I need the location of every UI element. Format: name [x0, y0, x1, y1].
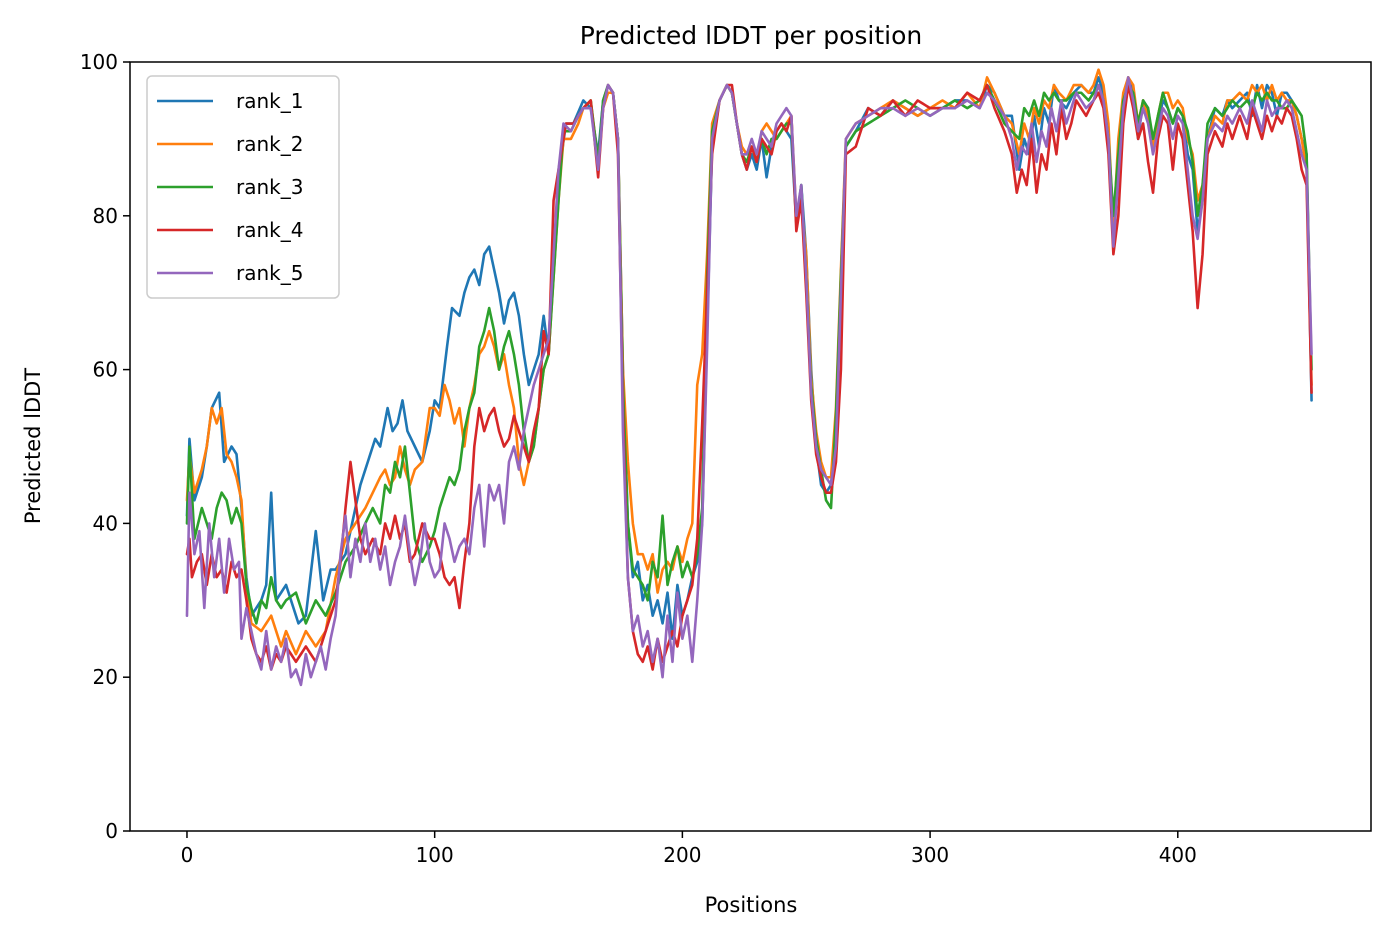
y-axis: 0 20 40 60 80 100: [80, 50, 130, 843]
y-axis-title: Predicted lDDT: [21, 368, 45, 524]
legend-label-rank-5: rank_5: [236, 261, 303, 285]
y-tick-label: 0: [105, 819, 118, 843]
x-tick-label: 300: [911, 843, 949, 867]
legend-label-rank-2: rank_2: [236, 132, 303, 156]
legend-label-rank-4: rank_4: [236, 218, 303, 242]
legend-label-rank-1: rank_1: [236, 89, 303, 113]
legend: rank_1 rank_2 rank_3 rank_4 rank_5: [146, 75, 340, 299]
series-layer: [185, 68, 1313, 687]
x-tick-label: 100: [416, 843, 454, 867]
x-tick-label: 400: [1159, 843, 1197, 867]
y-tick-label: 80: [93, 204, 118, 228]
y-tick-label: 100: [80, 50, 118, 74]
legend-box: [146, 75, 340, 299]
legend-label-rank-3: rank_3: [236, 175, 303, 199]
chart-title: Predicted lDDT per position: [580, 21, 922, 50]
x-axis: 0 100 200 300 400: [181, 831, 1197, 867]
series-line-rank-5: [185, 76, 1313, 687]
x-tick-label: 200: [663, 843, 701, 867]
x-axis-title: Positions: [705, 893, 798, 917]
plot-frame: [129, 61, 1372, 832]
y-tick-label: 20: [93, 665, 118, 689]
y-tick-label: 40: [93, 511, 118, 535]
y-tick-label: 60: [93, 358, 118, 382]
x-tick-label: 0: [181, 843, 194, 867]
